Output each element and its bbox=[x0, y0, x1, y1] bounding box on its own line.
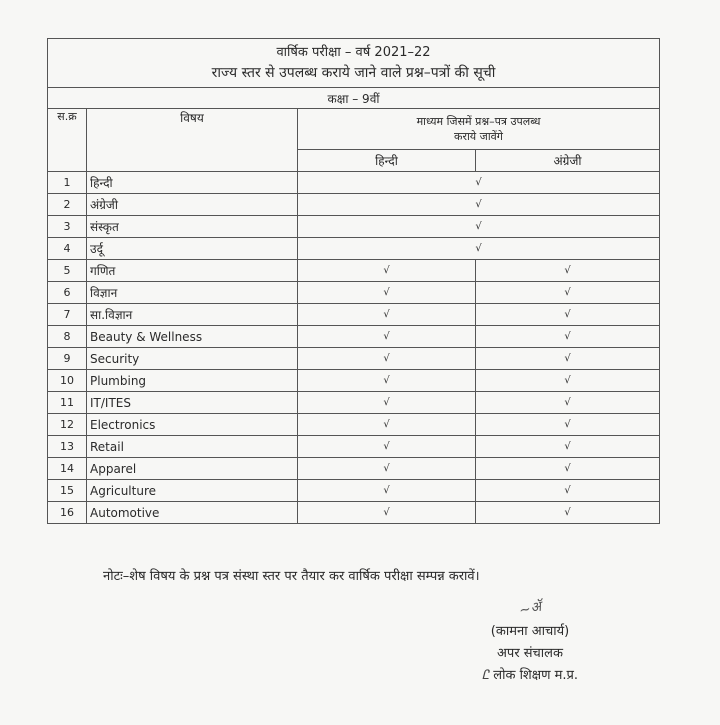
tick-hindi: √ bbox=[297, 457, 476, 480]
tick-english: √ bbox=[475, 281, 660, 304]
signature: ~ॲ bbox=[517, 598, 543, 620]
tick-english: √ bbox=[475, 303, 660, 326]
row-sno: 6 bbox=[47, 281, 87, 304]
row-subject: संस्कृत bbox=[86, 215, 298, 238]
row-sno: 11 bbox=[47, 391, 87, 414]
table-row: 11 IT/ITES √ √ bbox=[47, 391, 660, 414]
table-row: 15 Agriculture √ √ bbox=[47, 479, 660, 502]
table-row: 3 संस्कृत √ bbox=[47, 215, 660, 238]
row-subject: गणित bbox=[86, 259, 298, 282]
tick-english: √ bbox=[475, 457, 660, 480]
tick-both: √ bbox=[297, 215, 660, 238]
tick-english: √ bbox=[475, 501, 660, 524]
tick-english: √ bbox=[475, 413, 660, 436]
row-sno: 10 bbox=[47, 369, 87, 392]
signature-block: ~ॲ (कामना आचार्य) अपर संचालक Ꮭ लोक शिक्षण… bbox=[455, 598, 605, 687]
row-subject: उर्दू bbox=[86, 237, 298, 260]
tick-hindi: √ bbox=[297, 281, 476, 304]
tick-both: √ bbox=[297, 193, 660, 216]
tick-english: √ bbox=[475, 347, 660, 370]
header-english: अंग्रेजी bbox=[475, 149, 660, 172]
title-line-1: वार्षिक परीक्षा – वर्ष 2021–22 bbox=[276, 45, 431, 60]
table-row: 7 सा.विज्ञान √ √ bbox=[47, 303, 660, 326]
table-row: 14 Apparel √ √ bbox=[47, 457, 660, 480]
row-sno: 7 bbox=[47, 303, 87, 326]
tick-hindi: √ bbox=[297, 413, 476, 436]
table-row: 13 Retail √ √ bbox=[47, 435, 660, 458]
title-line-2: राज्य स्तर से उपलब्ध कराये जाने वाले प्र… bbox=[211, 65, 496, 81]
row-subject: अंग्रेजी bbox=[86, 193, 298, 216]
row-sno: 4 bbox=[47, 237, 87, 260]
row-sno: 12 bbox=[47, 413, 87, 436]
header-sno: स.क्र bbox=[47, 108, 87, 172]
row-sno: 14 bbox=[47, 457, 87, 480]
initial-mark: Ꮭ bbox=[481, 668, 490, 683]
tick-english: √ bbox=[475, 391, 660, 414]
tick-hindi: √ bbox=[297, 369, 476, 392]
row-sno: 1 bbox=[47, 171, 87, 194]
tick-english: √ bbox=[475, 259, 660, 282]
row-sno: 8 bbox=[47, 325, 87, 348]
tick-hindi: √ bbox=[297, 501, 476, 524]
table-row: 9 Security √ √ bbox=[47, 347, 660, 370]
row-subject: Agriculture bbox=[86, 479, 298, 502]
row-subject: IT/ITES bbox=[86, 391, 298, 414]
office-text: लोक शिक्षण म.प्र. bbox=[493, 668, 579, 683]
tick-hindi: √ bbox=[297, 259, 476, 282]
table-row: 12 Electronics √ √ bbox=[47, 413, 660, 436]
tick-hindi: √ bbox=[297, 435, 476, 458]
row-sno: 13 bbox=[47, 435, 87, 458]
row-subject: Electronics bbox=[86, 413, 298, 436]
row-subject: Retail bbox=[86, 435, 298, 458]
tick-hindi: √ bbox=[297, 325, 476, 348]
tick-hindi: √ bbox=[297, 391, 476, 414]
row-subject: Apparel bbox=[86, 457, 298, 480]
row-sno: 15 bbox=[47, 479, 87, 502]
table-row: 2 अंग्रेजी √ bbox=[47, 193, 660, 216]
signatory-designation: अपर संचालक bbox=[497, 646, 563, 661]
table-row: 4 उर्दू √ bbox=[47, 237, 660, 260]
row-sno: 5 bbox=[47, 259, 87, 282]
row-subject: Automotive bbox=[86, 501, 298, 524]
signatory-office: Ꮭ लोक शिक्षण म.प्र. bbox=[455, 665, 605, 687]
row-subject: विज्ञान bbox=[86, 281, 298, 304]
row-sno: 3 bbox=[47, 215, 87, 238]
tick-english: √ bbox=[475, 325, 660, 348]
tick-hindi: √ bbox=[297, 479, 476, 502]
table-row: 8 Beauty & Wellness √ √ bbox=[47, 325, 660, 348]
table-row: 16 Automotive √ √ bbox=[47, 501, 660, 524]
row-subject: Beauty & Wellness bbox=[86, 325, 298, 348]
class-label: कक्षा – 9वीं bbox=[47, 87, 660, 109]
table-row: 10 Plumbing √ √ bbox=[47, 369, 660, 392]
row-subject: Security bbox=[86, 347, 298, 370]
row-subject: हिन्दी bbox=[86, 171, 298, 194]
signatory-name: (कामना आचार्य) bbox=[490, 624, 570, 639]
tick-hindi: √ bbox=[297, 303, 476, 326]
header-subject: विषय bbox=[86, 108, 298, 172]
tick-english: √ bbox=[475, 369, 660, 392]
row-sno: 2 bbox=[47, 193, 87, 216]
header-hindi: हिन्दी bbox=[297, 149, 476, 172]
table-row: 1 हिन्दी √ bbox=[47, 171, 660, 194]
table-row: 6 विज्ञान √ √ bbox=[47, 281, 660, 304]
row-sno: 9 bbox=[47, 347, 87, 370]
question-paper-table: वार्षिक परीक्षा – वर्ष 2021–22 राज्य स्त… bbox=[47, 38, 660, 524]
row-subject: सा.विज्ञान bbox=[86, 303, 298, 326]
row-sno: 16 bbox=[47, 501, 87, 524]
header-medium: माध्यम जिसमें प्रश्न–पत्र उपलब्ध कराये ज… bbox=[297, 108, 660, 150]
tick-both: √ bbox=[297, 171, 660, 194]
tick-english: √ bbox=[475, 479, 660, 502]
row-subject: Plumbing bbox=[86, 369, 298, 392]
tick-both: √ bbox=[297, 237, 660, 260]
tick-hindi: √ bbox=[297, 347, 476, 370]
table-row: 5 गणित √ √ bbox=[47, 259, 660, 282]
note: नोटः–शेष विषय के प्रश्न पत्र संस्था स्तर… bbox=[103, 569, 480, 584]
table-title: वार्षिक परीक्षा – वर्ष 2021–22 राज्य स्त… bbox=[47, 38, 660, 88]
tick-english: √ bbox=[475, 435, 660, 458]
